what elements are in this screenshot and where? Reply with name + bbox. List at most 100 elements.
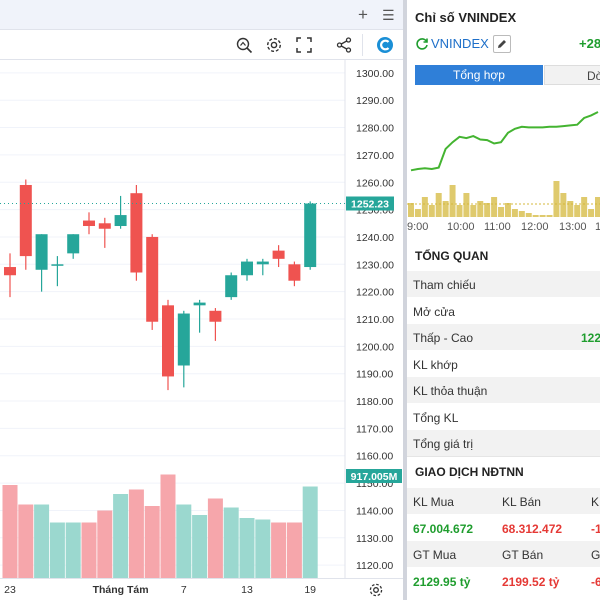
volume-bar — [113, 494, 129, 578]
intraday-volume-bar — [421, 197, 428, 217]
intraday-time-label: 13:00 — [559, 221, 587, 233]
edit-icon[interactable] — [493, 35, 511, 53]
intraday-volume-bar — [435, 193, 442, 217]
last-volume-tag: 917.005M — [346, 469, 402, 483]
share-icon[interactable] — [333, 34, 355, 56]
intraday-volume-bar — [588, 209, 595, 217]
last-price-label: 1252.23 — [351, 199, 389, 211]
candle-body[interactable] — [130, 193, 143, 273]
candle-body[interactable] — [83, 220, 95, 227]
candle-body[interactable] — [177, 313, 190, 366]
candle-body[interactable] — [4, 267, 16, 276]
date-axis[interactable]: 23 Tháng Tám 7 13 19 — [0, 578, 403, 600]
price-tick-label: 1230.00 — [356, 259, 394, 271]
volume-bar — [81, 522, 97, 578]
volume-bar — [34, 504, 50, 578]
candle-body[interactable] — [19, 184, 32, 257]
candle-body[interactable] — [288, 264, 301, 281]
date-tick-label: 23 — [4, 584, 16, 596]
candle-body[interactable] — [209, 310, 222, 322]
volume-bar — [18, 504, 34, 578]
intraday-volume-bar — [491, 197, 498, 217]
intraday-volume-bar — [504, 203, 511, 217]
intraday-volume-bar — [477, 201, 484, 217]
overview-label: Tổng KL — [413, 410, 459, 425]
intraday-line — [410, 111, 599, 172]
volume-bar — [160, 474, 176, 578]
logo-icon[interactable] — [374, 34, 396, 56]
intraday-volume-bar — [581, 197, 588, 217]
candle-body[interactable] — [304, 203, 317, 268]
candle-body[interactable] — [98, 223, 111, 229]
price-tick-label: 1130.00 — [356, 533, 393, 545]
chart-toolbar — [0, 30, 403, 60]
price-tick-label: 1280.00 — [356, 123, 394, 135]
gt-net-label: G — [591, 548, 600, 562]
candle-body[interactable] — [225, 275, 238, 298]
price-tick-label: 1210.00 — [356, 314, 394, 326]
gt-ban-value: 2199.52 tỷ — [502, 575, 560, 589]
volume-bar — [286, 522, 302, 578]
intraday-volume-bar — [498, 207, 505, 217]
intraday-volume-bar — [442, 201, 449, 217]
price-tick-label: 1260.00 — [356, 177, 394, 189]
date-tick-label: 19 — [304, 584, 316, 596]
candle-body[interactable] — [146, 236, 159, 322]
intraday-time-label: 11:00 — [484, 221, 511, 233]
intraday-volume-bar — [532, 215, 539, 217]
candle-body[interactable] — [193, 302, 206, 306]
candle-body[interactable] — [67, 234, 80, 254]
candle-body[interactable] — [272, 250, 285, 259]
intraday-volume-bar — [518, 211, 525, 217]
candle-body[interactable] — [51, 264, 64, 266]
intraday-volume-bar — [553, 181, 560, 217]
date-axis-labels: 23 Tháng Tám 7 13 19 — [4, 584, 316, 596]
intraday-time-label: 1 — [595, 221, 600, 233]
price-tick-label: 1140.00 — [356, 505, 393, 517]
overview-row: Thấp - Cao 122 — [407, 324, 600, 350]
chart-settings-icon[interactable] — [368, 582, 384, 598]
intraday-volume-bar — [511, 209, 518, 217]
pane-divider[interactable] — [403, 0, 407, 600]
candle-body[interactable] — [241, 261, 253, 276]
volume-bar — [2, 485, 18, 578]
candle-body[interactable] — [162, 305, 174, 377]
price-chart[interactable]: 1300.001290.001280.001270.001260.001250.… — [0, 60, 403, 578]
refresh-icon[interactable] — [415, 37, 429, 51]
price-axis[interactable]: 1300.001290.001280.001270.001260.001250.… — [356, 68, 394, 572]
add-tab-button[interactable]: + — [358, 5, 368, 24]
overview-row: Tổng KL — [407, 404, 600, 430]
price-tick-label: 1170.00 — [356, 423, 393, 435]
volume-bar — [239, 518, 255, 578]
intraday-chart[interactable] — [407, 92, 600, 219]
symbol-name[interactable]: VNINDEX — [431, 36, 489, 51]
overview-label: Mở cửa — [413, 304, 455, 319]
overview-value: 122 — [581, 331, 600, 345]
tab-summary[interactable]: Tổng hợp — [415, 65, 543, 85]
candle-body[interactable] — [256, 261, 269, 265]
tab-money-flow[interactable]: Dòn — [544, 65, 600, 85]
index-info-panel: Chỉ số VNINDEX VNINDEX +28 Tổng hợp Dòn … — [407, 0, 600, 600]
candle-body[interactable] — [114, 215, 127, 227]
zoom-icon[interactable] — [233, 34, 255, 56]
volume-bar — [144, 506, 160, 578]
intraday-volume-bar — [595, 197, 600, 217]
date-tick-label: 13 — [241, 584, 253, 596]
tab-menu-button[interactable]: ☰ — [382, 7, 395, 23]
change-value: +28 — [579, 36, 600, 51]
intraday-volume-bar — [539, 215, 546, 217]
kl-ban-label: KL Bán — [502, 495, 541, 509]
gt-net-value: -6 — [591, 575, 600, 589]
candle-body[interactable] — [35, 234, 48, 270]
price-tick-label: 1300.00 — [356, 68, 394, 80]
intraday-volume-bar — [567, 201, 574, 217]
price-tick-label: 1120.00 — [356, 560, 393, 572]
gt-ban-label: GT Bán — [502, 548, 544, 562]
overview-row: KL khớp — [407, 351, 600, 377]
intraday-time-axis: 9:00 10:00 11:00 12:00 13:00 1 — [407, 219, 600, 235]
fullscreen-icon[interactable] — [293, 34, 315, 56]
kl-mua-value: 67.004.672 — [413, 522, 474, 536]
settings-icon[interactable] — [263, 34, 285, 56]
foreign-head-row — [407, 488, 600, 514]
